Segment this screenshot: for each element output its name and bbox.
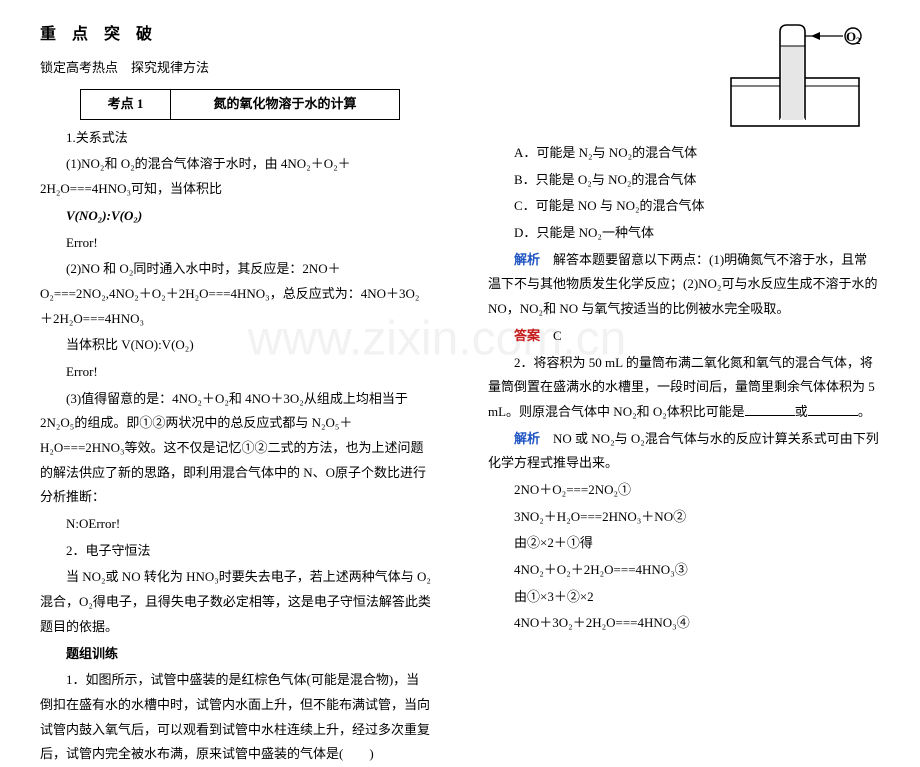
question-1: 1．如图所示，试管中盛装的是红棕色气体(可能是混合物)，当倒扣在盛有水的水槽中时… bbox=[40, 668, 432, 767]
q2-end: 。 bbox=[858, 404, 871, 419]
topic-box: 考点 1 氮的氧化物溶于水的计算 bbox=[80, 89, 400, 120]
eq-1: 2NO＋O₂===2NO₂① bbox=[488, 478, 880, 503]
analysis-1: 解析 解答本题要留意以下两点：(1)明确氮气不溶于水，且常温下不与其他物质发生化… bbox=[488, 248, 880, 322]
analysis-2: 解析 NO 或 NO₂与 O₂混合气体与水的反应计算关系式可由下列化学方程式推导… bbox=[488, 427, 880, 476]
analysis-label-1: 解析 bbox=[514, 252, 540, 267]
question-2: 2．将容积为 50 mL 的量筒布满二氧化氮和氧气的混合气体，将量筒倒置在盛满水… bbox=[488, 351, 880, 425]
option-d: D．只能是 NO₂一种气体 bbox=[488, 221, 880, 246]
line-1: (1)NO₂和 O₂的混合气体溶于水时，由 4NO₂＋O₂＋2H₂O===4HN… bbox=[40, 152, 432, 201]
formula-1: V(NO₂):V(O₂) bbox=[40, 204, 432, 229]
line-4: 当 NO₂或 NO 转化为 HNO₃时要失去电子，若上述两种气体与 O₂混合，O… bbox=[40, 565, 432, 639]
blank-1 bbox=[745, 403, 795, 416]
eq-4: 4NO＋3O₂＋2H₂O===4HNO₃④ bbox=[488, 611, 880, 636]
group-title: 题组训练 bbox=[40, 642, 432, 667]
eq-4-note: 由①×3＋②×2 bbox=[488, 585, 880, 610]
svg-text:O: O bbox=[846, 29, 856, 44]
subtitle: 锁定高考热点 探究规律方法 bbox=[40, 56, 432, 81]
option-a: A．可能是 N₂与 NO₂的混合气体 bbox=[488, 141, 880, 166]
formula-2: 当体积比 V(NO):V(O₂) bbox=[40, 333, 432, 358]
error-2: Error! bbox=[40, 360, 432, 385]
formula-3: N:OError! bbox=[40, 512, 432, 537]
analysis-text-1: 解答本题要留意以下两点：(1)明确氮气不溶于水，且常温下不与其他物质发生化学反应… bbox=[488, 252, 877, 316]
section-1-title: 1.关系式法 bbox=[40, 126, 432, 151]
error-1: Error! bbox=[40, 231, 432, 256]
blank-2 bbox=[808, 403, 858, 416]
q2-or: 或 bbox=[795, 404, 808, 419]
answer-label: 答案 bbox=[514, 328, 540, 343]
svg-text:2: 2 bbox=[856, 36, 861, 46]
line-3: (3)值得留意的是：4NO₂＋O₂和 4NO＋3O₂从组成上均相当于 2N₂O₅… bbox=[40, 387, 432, 510]
option-c: C．可能是 NO 与 NO₂的混合气体 bbox=[488, 194, 880, 219]
section-2-title: 2．电子守恒法 bbox=[40, 539, 432, 564]
topic-text: 氮的氧化物溶于水的计算 bbox=[171, 90, 399, 119]
answer-text: C bbox=[540, 328, 562, 343]
eq-2: 3NO₂＋H₂O===2HNO₃＋NO② bbox=[488, 505, 880, 530]
analysis-label-2: 解析 bbox=[514, 431, 540, 446]
answer-row: 答案 C bbox=[488, 324, 880, 349]
line-2: (2)NO 和 O₂同时通入水中时，其反应是：2NO＋O₂===2NO₂,4NO… bbox=[40, 257, 432, 331]
topic-label: 考点 1 bbox=[81, 90, 171, 119]
eq-3: 4NO₂＋O₂＋2H₂O===4HNO₃③ bbox=[488, 558, 880, 583]
experiment-figure: O 2 bbox=[725, 20, 880, 135]
analysis-text-2: NO 或 NO₂与 O₂混合气体与水的反应计算关系式可由下列化学方程式推导出来。 bbox=[488, 431, 879, 471]
option-b: B．只能是 O₂与 NO₂的混合气体 bbox=[488, 168, 880, 193]
main-title: 重 点 突 破 bbox=[40, 20, 432, 50]
eq-3-note: 由②×2＋①得 bbox=[488, 531, 880, 556]
